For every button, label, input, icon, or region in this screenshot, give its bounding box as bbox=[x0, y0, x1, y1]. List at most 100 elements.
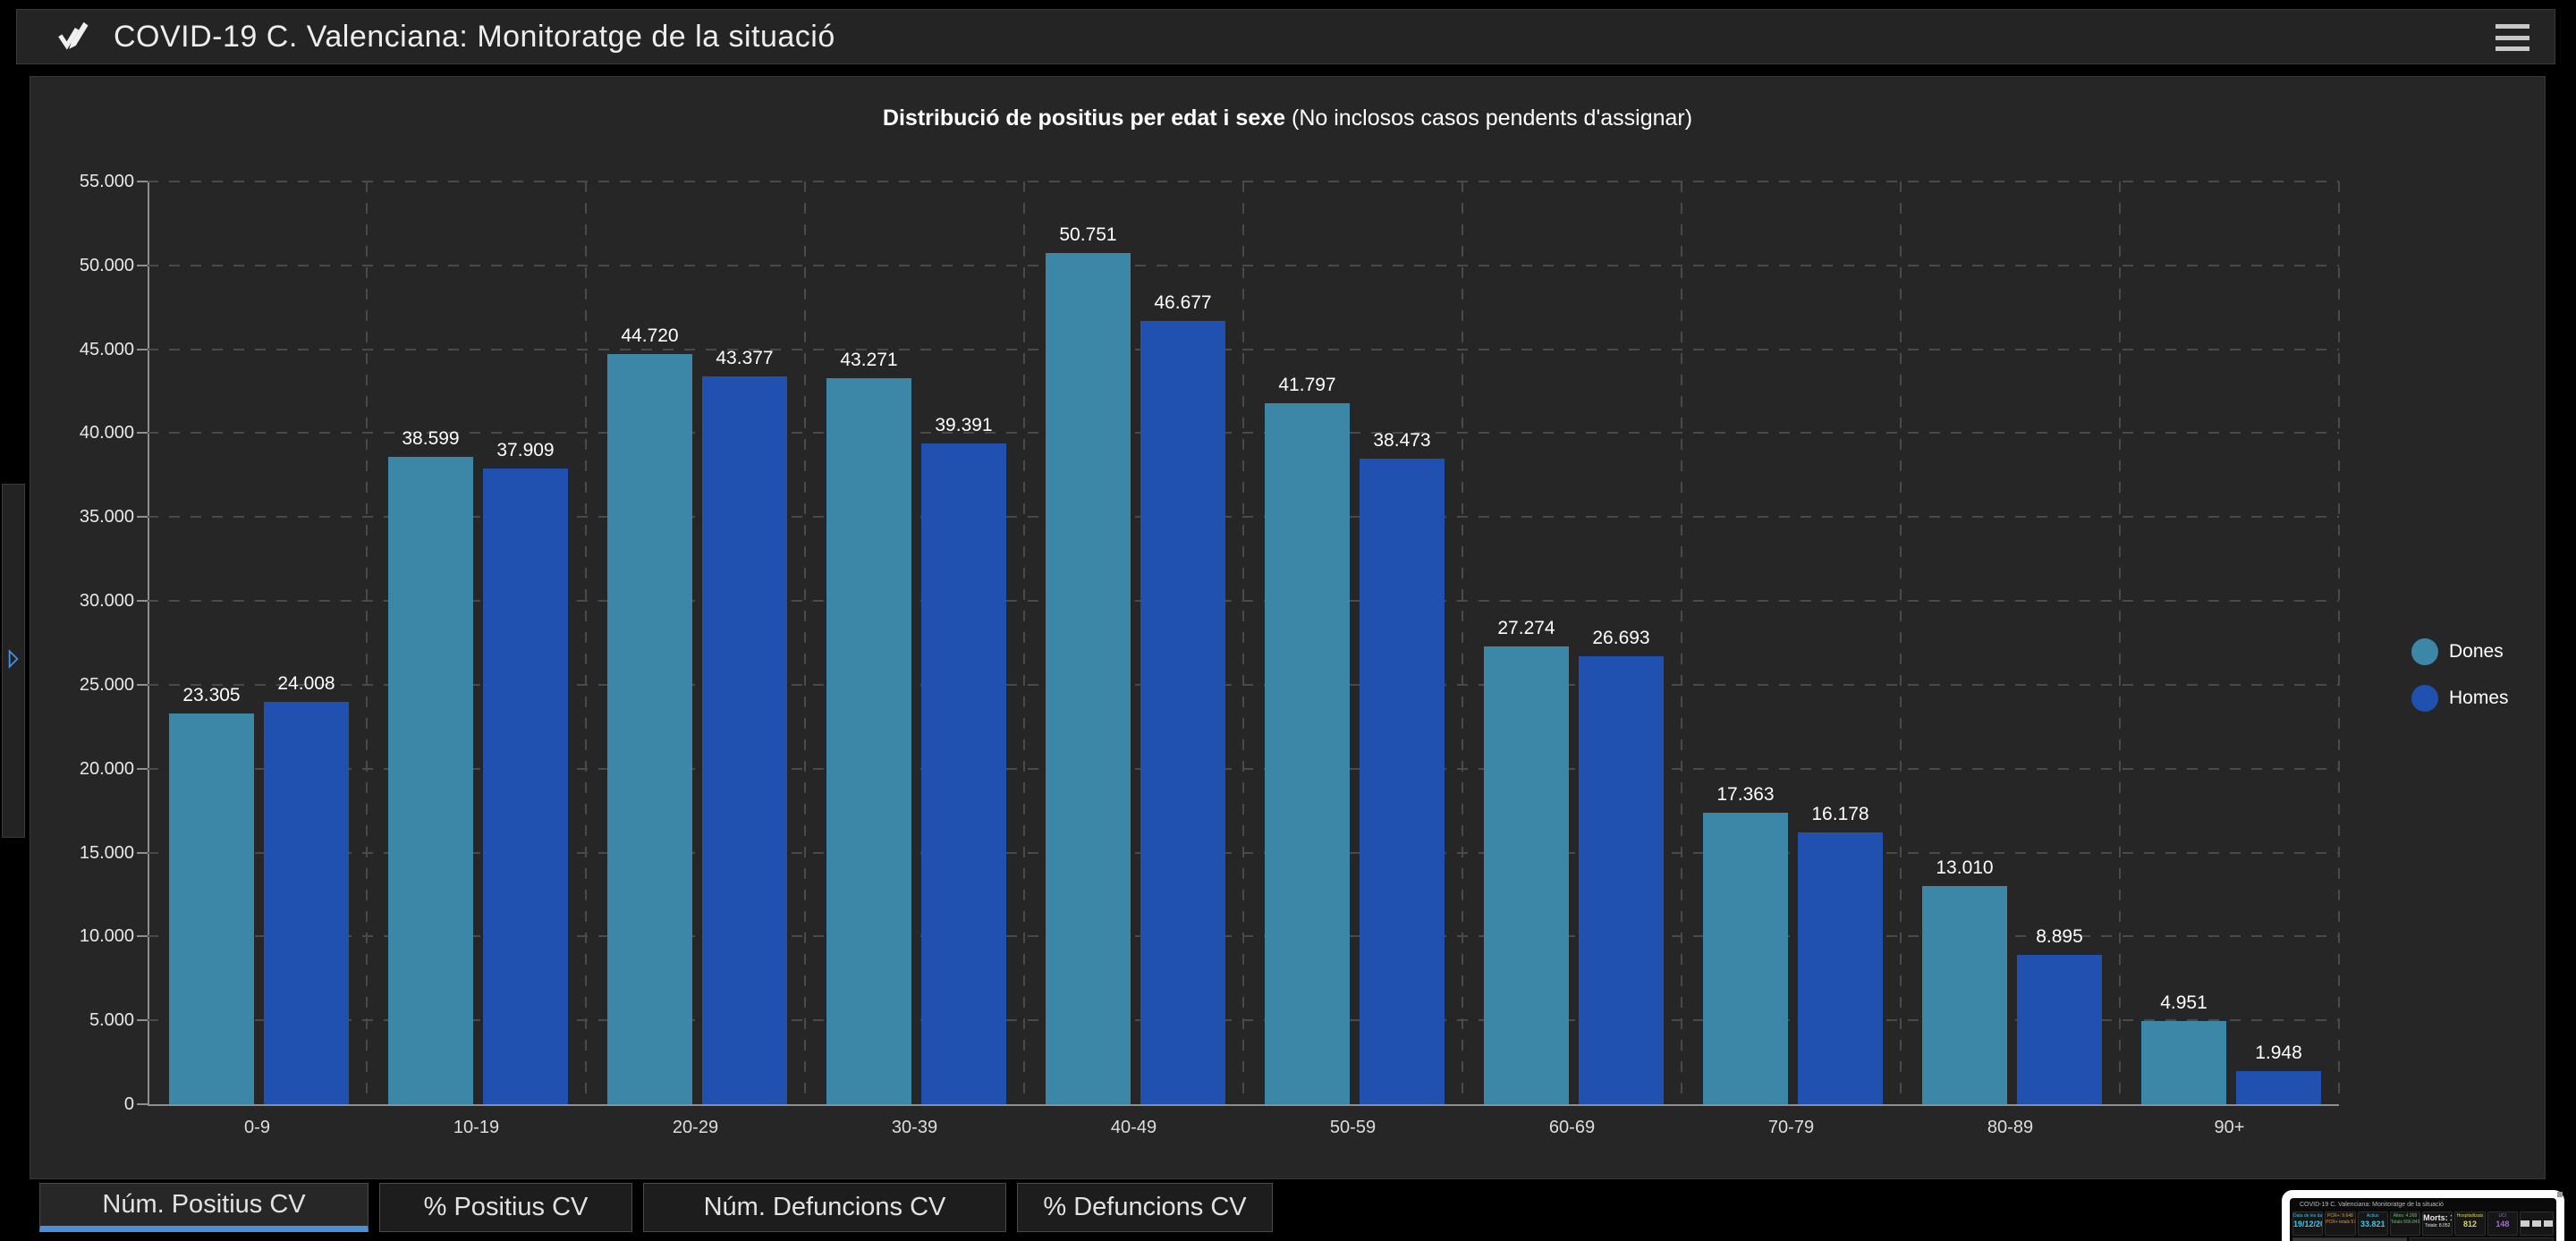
chart-panel: Distribució de positius per edat i sexe … bbox=[30, 76, 2546, 1179]
bar-value-label: 26.693 bbox=[1592, 628, 1650, 649]
bar-value-label: 43.271 bbox=[840, 350, 898, 371]
x-tick-label: 60-69 bbox=[1548, 1118, 1596, 1137]
y-tick-label: 20.000 bbox=[79, 758, 134, 779]
bar-dones-50-59[interactable] bbox=[1265, 402, 1350, 1104]
preview-stat-text: 33.821 bbox=[2360, 1220, 2385, 1228]
hamburger-menu-icon[interactable] bbox=[2496, 22, 2531, 53]
bar-value-label: 24.008 bbox=[277, 672, 335, 694]
tab-num-positius-cv[interactable]: Núm. Positius CV bbox=[39, 1183, 369, 1232]
x-gridline bbox=[2119, 182, 2121, 1104]
preview-stat-cards: Data de les dades19/12/2021PCR+: 9.648PC… bbox=[2292, 1211, 2554, 1236]
preview-stat-card: Hospitalitzats 812 bbox=[2454, 1211, 2486, 1236]
y-tick-label: 0 bbox=[123, 1094, 134, 1114]
tab-pct-defuncions-cv[interactable]: % Defuncions CV bbox=[1017, 1183, 1273, 1232]
bar-homes-10-19[interactable] bbox=[483, 468, 568, 1104]
tab-pct-positius-cv[interactable]: % Positius CV bbox=[379, 1183, 632, 1232]
y-tick-mark bbox=[137, 432, 148, 435]
bar-value-label: 38.473 bbox=[1373, 430, 1431, 452]
bar-value-label: 13.010 bbox=[1936, 857, 1994, 878]
bar-value-label: 43.377 bbox=[716, 348, 774, 369]
y-tick-label: 40.000 bbox=[79, 423, 134, 443]
preview-stat-card: Morts: 11Totals: 8.052 bbox=[2422, 1211, 2453, 1236]
bar-dones-30-39[interactable] bbox=[826, 378, 911, 1104]
preview-stat-text: Totals 566.843 bbox=[2390, 1220, 2420, 1225]
bar-homes-90+[interactable] bbox=[2236, 1071, 2321, 1104]
preview-window-title: COVID-19 C. Valenciana: Monitoratge de l… bbox=[2300, 1202, 2444, 1208]
preview-stat-text: PCR+ totals 577.255 bbox=[2326, 1220, 2354, 1225]
screenshot-preview-content: COVID-19 C. Valenciana: Monitoratge de l… bbox=[2290, 1192, 2563, 1241]
bar-value-label: 16.178 bbox=[1811, 804, 1869, 825]
legend-swatch-icon bbox=[2411, 638, 2438, 665]
preview-stat-card: Altes: 4.268 Totals 566.843 bbox=[2389, 1211, 2421, 1236]
y-tick-label: 55.000 bbox=[79, 172, 134, 191]
y-tick-mark bbox=[137, 1019, 148, 1022]
screenshot-preview[interactable]: COVID-19 C. Valenciana: Monitoratge de l… bbox=[2282, 1190, 2564, 1241]
bar-homes-80-89[interactable] bbox=[2017, 955, 2102, 1104]
y-tick-label: 15.000 bbox=[79, 842, 134, 863]
y-tick-mark bbox=[137, 516, 148, 519]
tab-num-defuncions-cv[interactable]: Núm. Defuncions CV bbox=[643, 1183, 1006, 1232]
bar-homes-0-9[interactable] bbox=[264, 701, 349, 1104]
preview-stat-text: 812 bbox=[2463, 1220, 2478, 1228]
x-tick-label: 70-79 bbox=[1767, 1118, 1815, 1137]
y-tick-mark bbox=[137, 683, 148, 686]
bar-homes-40-49[interactable] bbox=[1140, 321, 1225, 1104]
bar-dones-0-9[interactable] bbox=[169, 713, 254, 1104]
preview-stat-text: Morts: 11 bbox=[2423, 1213, 2452, 1222]
chart-title-note: (No inclosos casos pendents d'assignar) bbox=[1285, 106, 1693, 131]
pencil-check-icon bbox=[55, 19, 90, 55]
bar-value-label: 4.951 bbox=[2160, 992, 2207, 1014]
preview-stat-text: Actius bbox=[2366, 1213, 2379, 1219]
x-gridline bbox=[1462, 182, 1463, 1104]
y-tick-mark bbox=[137, 935, 148, 938]
y-tick-label: 5.000 bbox=[89, 1010, 134, 1031]
bar-value-label: 37.909 bbox=[496, 439, 555, 460]
legend-item-homes[interactable]: Homes bbox=[2411, 685, 2509, 712]
bar-value-label: 8.895 bbox=[2036, 926, 2083, 948]
sidebar-expander[interactable] bbox=[2, 484, 25, 838]
y-tick-mark bbox=[137, 348, 148, 350]
x-tick-label: 20-29 bbox=[672, 1118, 719, 1137]
bar-dones-80-89[interactable] bbox=[1922, 885, 2007, 1104]
y-tick-label: 35.000 bbox=[79, 507, 134, 528]
x-tick-label: 90+ bbox=[2214, 1118, 2245, 1137]
bar-dones-70-79[interactable] bbox=[1703, 813, 1788, 1104]
x-tick-label: 80-89 bbox=[1987, 1118, 2034, 1137]
bar-dones-10-19[interactable] bbox=[388, 456, 473, 1104]
bar-dones-90+[interactable] bbox=[2141, 1021, 2226, 1104]
bar-value-label: 41.797 bbox=[1278, 374, 1336, 395]
y-tick-label: 10.000 bbox=[79, 926, 134, 947]
preview-stat-card: Actius 33.821 bbox=[2357, 1211, 2388, 1236]
chart-title: Distribució de positius per edat i sexe … bbox=[30, 106, 2545, 131]
bar-dones-40-49[interactable] bbox=[1046, 252, 1131, 1104]
sheet-tab-bar: Núm. Positius CV % Positius CV Núm. Defu… bbox=[39, 1183, 1273, 1232]
x-tick-label: 30-39 bbox=[891, 1118, 938, 1137]
preview-stat-text: 148 bbox=[2496, 1220, 2510, 1228]
bar-dones-60-69[interactable] bbox=[1484, 646, 1569, 1104]
bar-homes-60-69[interactable] bbox=[1579, 656, 1664, 1104]
x-gridline bbox=[1900, 182, 1902, 1104]
x-axis-line bbox=[148, 1104, 2339, 1106]
x-gridline bbox=[366, 182, 368, 1104]
bar-value-label: 1.948 bbox=[2255, 1043, 2302, 1064]
bar-dones-20-29[interactable] bbox=[607, 353, 692, 1104]
bar-value-label: 17.363 bbox=[1716, 784, 1775, 806]
y-tick-mark bbox=[137, 181, 148, 182]
chart-title-main: Distribució de positius per edat i sexe bbox=[882, 106, 1286, 131]
y-axis-line bbox=[148, 182, 149, 1105]
y-tick-mark bbox=[137, 851, 148, 854]
x-gridline bbox=[804, 182, 806, 1104]
preview-map bbox=[2292, 1237, 2407, 1241]
preview-logos bbox=[2519, 1211, 2554, 1236]
bar-homes-30-39[interactable] bbox=[921, 443, 1006, 1104]
legend-item-dones[interactable]: Dones bbox=[2411, 638, 2504, 665]
preview-stat-card: Data de les dades19/12/2021 bbox=[2292, 1211, 2324, 1236]
bar-homes-20-29[interactable] bbox=[702, 376, 787, 1104]
bar-homes-70-79[interactable] bbox=[1798, 832, 1883, 1104]
bar-homes-50-59[interactable] bbox=[1360, 459, 1445, 1104]
y-tick-mark bbox=[137, 600, 148, 603]
preview-stat-text: UCI bbox=[2498, 1213, 2507, 1219]
bar-value-label: 44.720 bbox=[621, 325, 679, 346]
